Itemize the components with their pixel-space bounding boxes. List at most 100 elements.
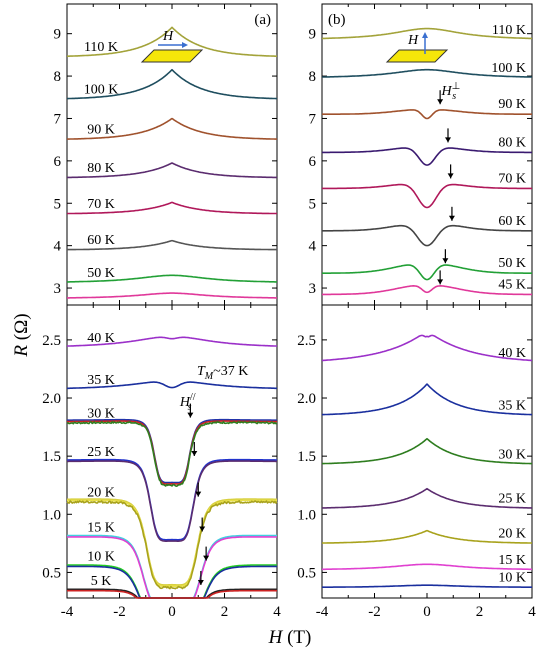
arrow-head	[187, 412, 194, 418]
panel-2: 3 4 5 6 7 8 9 (b) 110 K 100 K 90 K 80 K 70 K 60 K 50 K…	[309, 3, 533, 306]
series-label: 100 K	[84, 82, 119, 97]
series-label: 5 K	[91, 574, 112, 589]
series-line	[67, 162, 277, 179]
series-line	[67, 418, 277, 484]
y-tick-label: 2.0	[297, 391, 316, 407]
series-label: 40 K	[87, 331, 115, 346]
series-line	[67, 117, 277, 140]
x-tick-label: -4	[316, 604, 329, 620]
y-tick-label: 9	[54, 27, 62, 43]
panel-tag: (b)	[328, 12, 346, 28]
y-tick-label: 0.5	[297, 565, 316, 581]
series-line	[322, 147, 532, 166]
y-tick-label: 8	[54, 69, 62, 85]
arrow-head	[197, 580, 204, 586]
series-line	[67, 458, 277, 541]
series-label: 25 K	[87, 445, 115, 460]
series-line	[322, 285, 532, 296]
series-line	[322, 183, 532, 209]
series-label: 10 K	[498, 571, 526, 586]
series-label: 70 K	[87, 197, 115, 212]
arrow-head	[422, 32, 428, 38]
x-tick-label: -2	[368, 604, 381, 620]
series-line	[322, 529, 532, 544]
x-tick-label: 4	[528, 604, 536, 620]
field-label: H	[162, 29, 174, 44]
series-line	[66, 336, 278, 347]
annotation-label: TM~37 K	[197, 364, 248, 382]
series-line	[67, 589, 277, 599]
series-line	[66, 500, 278, 590]
series-label: 100 K	[491, 61, 526, 76]
series-label: 70 K	[498, 171, 526, 186]
y-axis-title: R (Ω)	[11, 313, 32, 357]
series-line	[322, 264, 532, 281]
series-label: 35 K	[87, 373, 115, 388]
series-line	[66, 201, 278, 215]
series-line	[66, 421, 278, 487]
arrow-head	[437, 279, 444, 285]
y-tick-label: 4	[54, 239, 62, 255]
y-tick-label: 4	[309, 239, 317, 255]
series-label: 15 K	[87, 521, 115, 536]
series-line	[67, 239, 277, 251]
series-line	[67, 460, 277, 542]
x-axis-title: H (T)	[268, 627, 312, 648]
series-line	[321, 487, 533, 509]
series-label: 50 K	[498, 256, 526, 271]
y-tick-label: 1.5	[297, 449, 316, 465]
panel-1: 0.5 1.0 1.5 2.0 2.5 -4 -2 0 2 4 40 K 35 K 30 K 25 K 20…	[42, 304, 281, 620]
x-tick-label: 0	[423, 604, 431, 620]
arrow-head	[445, 137, 451, 143]
series-label: 50 K	[87, 266, 115, 281]
series-label: 15 K	[498, 553, 526, 568]
series-line	[67, 381, 277, 390]
annotation-label: H⊥ s	[440, 81, 460, 102]
y-tick-label: 1.5	[42, 449, 61, 465]
x-tick-label: 2	[221, 604, 229, 620]
arrow-head	[437, 99, 444, 105]
series-label: 60 K	[87, 233, 115, 248]
arrow-head	[195, 491, 202, 497]
series-label: 30 K	[87, 407, 115, 422]
y-tick-label: 7	[54, 111, 62, 127]
arrow-head	[199, 526, 206, 532]
annotation-label: H//s	[179, 392, 196, 413]
sample-plate-icon	[385, 49, 449, 63]
y-tick-label: 7	[309, 111, 317, 127]
series-line	[322, 584, 532, 588]
x-tick-label: -4	[61, 604, 74, 620]
series-label: 90 K	[498, 97, 526, 112]
series-line	[322, 109, 532, 120]
series-line	[322, 563, 532, 571]
arrow-head	[448, 215, 455, 221]
series-label: 80 K	[87, 161, 115, 176]
series-label: 40 K	[498, 346, 526, 361]
series-line	[321, 27, 533, 40]
y-tick-label: 8	[309, 69, 317, 85]
series-label: 45 K	[498, 277, 526, 292]
y-tick-label: 6	[309, 154, 317, 170]
y-tick-label: 5	[54, 196, 62, 212]
series-label: 60 K	[498, 214, 526, 229]
y-tick-label: 1.0	[297, 507, 316, 523]
series-label: 35 K	[498, 398, 526, 413]
series-line	[321, 334, 533, 362]
series-line	[322, 224, 532, 247]
y-tick-label: 5	[309, 196, 317, 212]
arrow-head	[447, 173, 454, 179]
arrow-head	[203, 555, 210, 561]
y-tick-label: 2.5	[297, 333, 316, 349]
x-tick-label: -2	[113, 604, 126, 620]
series-label: 90 K	[87, 123, 115, 138]
series-label: 30 K	[498, 447, 526, 462]
y-tick-label: 3	[54, 281, 62, 297]
series-line	[67, 26, 277, 57]
arrow-head	[442, 258, 449, 264]
series-label: 110 K	[84, 40, 118, 55]
series-label: 110 K	[492, 23, 526, 38]
series-label: 25 K	[498, 491, 526, 506]
x-tick-label: 4	[273, 604, 281, 620]
x-tick-label: 2	[476, 604, 484, 620]
